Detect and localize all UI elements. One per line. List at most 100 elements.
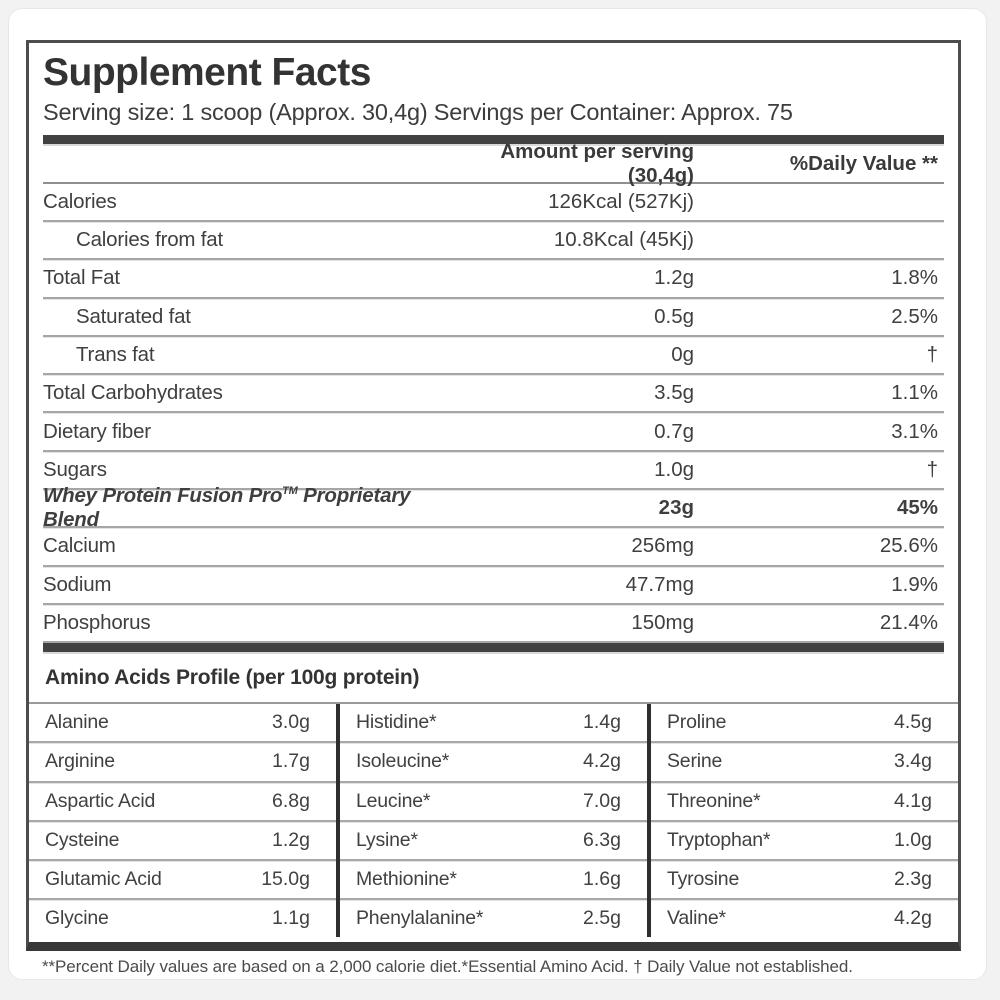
nutrient-dv: 1.9% [891, 572, 938, 596]
amino-name: Aspartic Acid [45, 789, 156, 812]
amino-value: 2.3g [894, 868, 932, 890]
nutrient-amount: 256mg [631, 534, 694, 558]
amino-row: Alanine 3.0g [29, 704, 336, 744]
amino-value: 6.8g [272, 789, 310, 812]
table-header-row: Amount per serving (30,4g) %Daily Value … [43, 140, 944, 187]
nutrient-dv: 1.1% [891, 381, 938, 405]
amino-name: Proline [667, 711, 727, 734]
nutrient-dv: 21.4% [879, 611, 938, 635]
nutrient-label: Phosphorus [43, 611, 151, 635]
amino-value: 4.1g [894, 789, 932, 812]
nutrient-label: Calories from fat [76, 228, 223, 252]
nutrient-label: Saturated fat [76, 304, 191, 328]
nutrient-row-total-carbohydrates: Total Carbohydrates 3.5g 1.1% [43, 375, 944, 414]
amino-value: 1.6g [583, 868, 621, 890]
amino-acids-heading: Amino Acids Profile (per 100g protein) [45, 666, 420, 690]
amino-value: 1.7g [272, 750, 310, 773]
amino-row: Aspartic Acid 6.8g [29, 783, 336, 822]
nutrient-row-calcium: Calcium 256mg 25.6% [43, 528, 944, 567]
amino-row: Leucine* 7.0g [340, 783, 647, 822]
blend-name-rest: Proprietary Blend [43, 484, 411, 532]
amino-value: 1.0g [894, 828, 932, 851]
amino-value: 1.1g [272, 907, 310, 930]
supplement-facts-panel: Supplement Facts Serving size: 1 scoop (… [26, 40, 961, 951]
amino-row: Arginine 1.7g [29, 743, 336, 783]
amino-row: Threonine* 4.1g [651, 783, 958, 822]
amino-row: Proline 4.5g [651, 704, 958, 744]
nutrient-label: Total Fat [43, 266, 120, 290]
nutrient-row-trans-fat: Trans fat 0g † [43, 337, 944, 376]
amino-column-3: Proline 4.5g Serine 3.4g Threonine* 4.1g Tr… [647, 704, 958, 938]
amino-name: Phenylalanine* [356, 907, 484, 930]
amino-row: Methionine* 1.6g [340, 861, 647, 901]
trademark-symbol: TM [282, 485, 298, 498]
amino-name: Histidine* [356, 711, 437, 734]
footnote-text: **Percent Daily values are based on a 2,… [42, 957, 853, 976]
nutrient-row-total-fat: Total Fat 1.2g 1.8% [43, 260, 944, 299]
amino-name: Tryptophan* [667, 828, 771, 851]
amino-name: Alanine [45, 711, 109, 734]
nutrient-amount: 0.7g [654, 419, 694, 443]
amino-row: Glutamic Acid 15.0g [29, 861, 336, 901]
nutrient-row-saturated-fat: Saturated fat 0.5g 2.5% [43, 299, 944, 337]
amino-row: Tryptophan* 1.0g [651, 822, 958, 861]
amount-column-header: Amount per serving (30,4g) [500, 139, 694, 187]
amino-name: Cysteine [45, 828, 120, 851]
nutrient-row-sodium: Sodium 47.7mg 1.9% [43, 567, 944, 605]
amino-row: Valine* 4.2g [651, 900, 958, 937]
amino-value: 1.2g [272, 828, 310, 851]
nutrient-amount: 0g [671, 343, 694, 366]
nutrient-dv: 3.1% [891, 419, 938, 443]
amino-name: Threonine* [667, 789, 761, 812]
amino-value: 3.0g [272, 711, 310, 734]
amino-row: Serine 3.4g [651, 743, 958, 783]
label-card: Supplement Facts Serving size: 1 scoop (… [8, 8, 987, 980]
daily-value-column-header: %Daily Value ** [789, 151, 938, 175]
amino-name: Methionine* [356, 868, 457, 890]
amino-value: 15.0g [261, 868, 310, 890]
amino-value: 1.4g [583, 711, 621, 734]
nutrient-amount: 1.2g [654, 266, 694, 290]
nutrient-amount: 126Kcal (527Kj) [548, 189, 694, 213]
nutrient-label: Trans fat [76, 343, 155, 366]
nutrient-amount: 23g [658, 496, 694, 520]
nutrient-amount: 1.0g [654, 457, 694, 481]
amino-name: Isoleucine* [356, 750, 450, 773]
nutrient-row-dietary-fiber: Dietary fiber 0.7g 3.1% [43, 413, 944, 452]
thick-divider-middle [43, 643, 944, 653]
amino-row: Cysteine 1.2g [29, 822, 336, 861]
serving-size-line: Serving size: 1 scoop (Approx. 30,4g) Se… [43, 98, 793, 125]
nutrient-row-calories: Calories 126Kcal (527Kj) [43, 184, 944, 222]
panel-title: Supplement Facts [43, 51, 371, 94]
amino-name: Lysine* [356, 828, 418, 851]
amino-value: 2.5g [583, 907, 621, 930]
amino-value: 6.3g [583, 828, 621, 851]
amino-row: Glycine 1.1g [29, 900, 336, 937]
nutrient-label: Calories [43, 189, 117, 213]
amino-row: Isoleucine* 4.2g [340, 743, 647, 783]
amino-name: Serine [667, 750, 723, 773]
blend-name: Whey Protein Fusion Pro [43, 484, 283, 508]
nutrient-amount: 3.5g [654, 381, 694, 405]
nutrient-amount: 150mg [631, 611, 694, 635]
nutrient-row-sugars: Sugars 1.0g † [43, 452, 944, 491]
amino-value: 4.5g [894, 711, 932, 734]
nutrient-label: Dietary fiber [43, 419, 151, 443]
amino-value: 7.0g [583, 789, 621, 812]
nutrient-label: Calcium [43, 534, 116, 558]
nutrient-row-phosphorus: Phosphorus 150mg 21.4% [43, 605, 944, 644]
amino-value: 4.2g [583, 750, 621, 773]
amino-row: Tyrosine 2.3g [651, 861, 958, 901]
nutrient-dv: 25.6% [879, 534, 938, 558]
amino-row: Lysine* 6.3g [340, 822, 647, 861]
proprietary-blend-label: Whey Protein Fusion ProTM Proprietary Bl… [43, 484, 434, 532]
amino-name: Glutamic Acid [45, 868, 162, 890]
nutrient-row-proprietary-blend: Whey Protein Fusion ProTM Proprietary Bl… [43, 484, 944, 531]
nutrient-dv: † [926, 457, 938, 481]
amino-row: Histidine* 1.4g [340, 704, 647, 744]
amino-name: Valine* [667, 907, 726, 930]
amino-name: Glycine [45, 907, 109, 930]
nutrient-dv: † [926, 343, 938, 366]
nutrient-amount: 0.5g [654, 304, 694, 328]
nutrient-label: Total Carbohydrates [43, 381, 223, 405]
